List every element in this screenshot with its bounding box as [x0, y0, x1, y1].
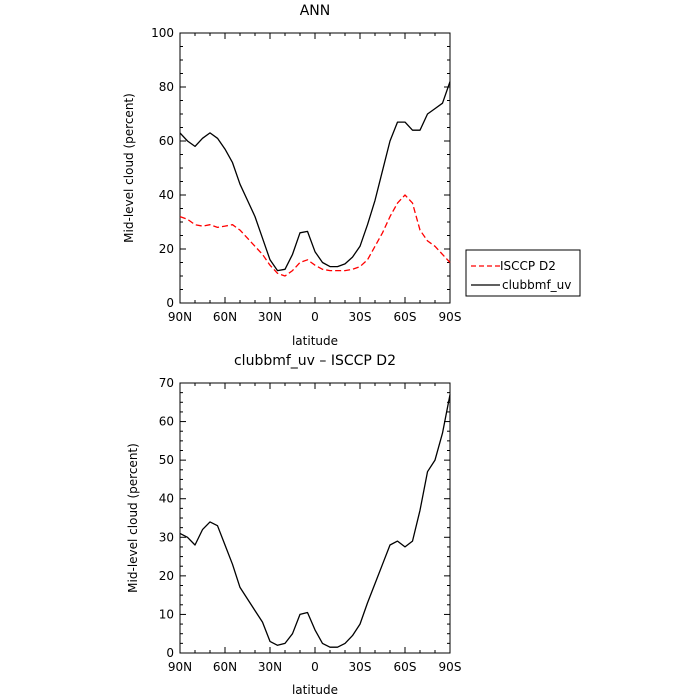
- x-tick-label: 0: [311, 310, 319, 324]
- y-tick-label: 40: [159, 492, 174, 506]
- chart-bottom-plot-frame: [179, 382, 451, 654]
- y-tick-label: 0: [166, 296, 174, 310]
- chart-bottom: clubbmf_uv – ISCCP D2 latitude Mid-level…: [126, 353, 461, 697]
- x-tick-label: 30N: [258, 310, 282, 324]
- y-tick-label: 80: [159, 80, 174, 94]
- chart-bottom-ylabel: Mid-level cloud (percent): [126, 443, 140, 593]
- x-tick-label: 60S: [394, 660, 417, 674]
- chart-bottom-ticks: 90N 60N 30N 0 30S 60S 90S 0 10 20 30 40 50 60 70: [159, 376, 462, 674]
- series-line-clubbmf-uv: [179, 81, 451, 272]
- chart-top-series: [179, 81, 451, 277]
- chart-bottom-xlabel: latitude: [292, 683, 338, 697]
- series-line-isccp-d2: [179, 194, 451, 277]
- series-line-difference: [179, 394, 451, 648]
- legend-label-isccp: ISCCP D2: [500, 259, 556, 273]
- x-tick-label: 90S: [439, 310, 462, 324]
- x-tick-label: 30S: [349, 310, 372, 324]
- x-tick-label: 60N: [213, 660, 237, 674]
- x-tick-label: 0: [311, 660, 319, 674]
- x-tick-label: 30N: [258, 660, 282, 674]
- chart-top-plot-frame: [179, 32, 451, 304]
- x-tick-label: 90S: [439, 660, 462, 674]
- chart-bottom-title: clubbmf_uv – ISCCP D2: [234, 353, 396, 369]
- y-tick-label: 0: [166, 646, 174, 660]
- legend-label-clubbmf: clubbmf_uv: [502, 278, 571, 292]
- chart-top: ANN latitude Mid-level cloud (percent) 9…: [122, 3, 581, 348]
- chart-top-legend: ISCCP D2 clubbmf_uv: [465, 249, 581, 297]
- y-tick-label: 20: [159, 242, 174, 256]
- chart-top-ticks: 90N 60N 30N 0 30S 60S 90S 0 20 40 60 80 100: [151, 26, 461, 324]
- x-tick-label: 60S: [394, 310, 417, 324]
- x-tick-label: 30S: [349, 660, 372, 674]
- y-tick-label: 60: [159, 415, 174, 429]
- chart-top-ylabel: Mid-level cloud (percent): [122, 93, 136, 243]
- chart-top-title: ANN: [300, 3, 331, 19]
- y-tick-label: 60: [159, 134, 174, 148]
- x-tick-label: 60N: [213, 310, 237, 324]
- x-tick-label: 90N: [168, 660, 192, 674]
- y-tick-label: 50: [159, 453, 174, 467]
- legend-box: [465, 249, 581, 297]
- y-tick-label: 70: [159, 376, 174, 390]
- y-tick-label: 10: [159, 607, 174, 621]
- y-tick-label: 30: [159, 530, 174, 544]
- y-tick-label: 40: [159, 188, 174, 202]
- y-tick-label: 100: [151, 26, 174, 40]
- x-tick-label: 90N: [168, 310, 192, 324]
- chart-bottom-series: [179, 394, 451, 648]
- y-tick-label: 20: [159, 569, 174, 583]
- chart-top-xlabel: latitude: [292, 334, 338, 348]
